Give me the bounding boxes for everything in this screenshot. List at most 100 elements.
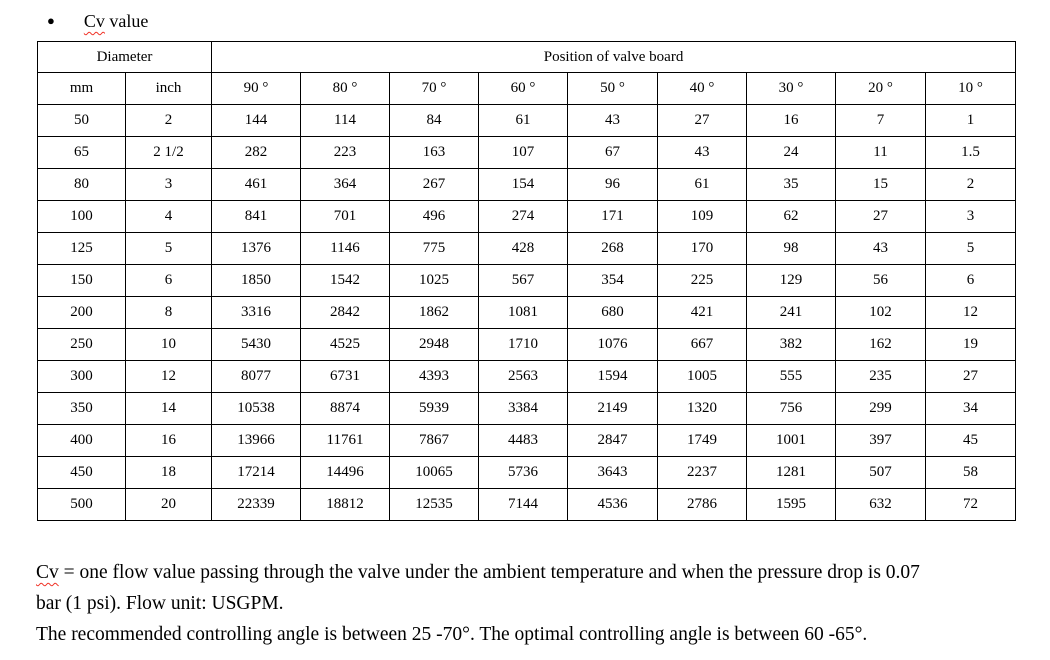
table-cell: 2 xyxy=(924,168,1017,201)
table-row: 400 16 13966 11761 7867 4483 2847 1749 1001 397 45 xyxy=(37,424,1017,457)
table-row: 250 10 5430 4525 2948 1710 1076 667 382 162 19 xyxy=(37,328,1017,361)
table-cell: 450 xyxy=(37,456,126,489)
subheader-cell: 20 ° xyxy=(835,72,926,105)
table-cell: 34 xyxy=(924,392,1017,425)
table-cell: 680 xyxy=(567,296,658,329)
table-row: 65 2 1/2 282 223 163 107 67 43 24 11 1.5 xyxy=(37,136,1017,169)
table-cell: 1862 xyxy=(389,296,479,329)
table-cell: 8874 xyxy=(300,392,390,425)
table-cell: 567 xyxy=(478,264,568,297)
table-cell: 35 xyxy=(746,168,836,201)
table-cell: 129 xyxy=(746,264,836,297)
table-cell: 350 xyxy=(37,392,126,425)
table-cell: 2786 xyxy=(657,488,747,521)
table-cell: 225 xyxy=(657,264,747,297)
table-cell: 2 1/2 xyxy=(125,136,212,169)
footer-definition: Cv = one flow value passing through the … xyxy=(36,557,1026,588)
table-cell: 1595 xyxy=(746,488,836,521)
table-cell: 14 xyxy=(125,392,212,425)
table-cell: 6 xyxy=(924,264,1017,297)
table-cell: 11 xyxy=(835,136,926,169)
table-cell: 461 xyxy=(211,168,301,201)
table-cell: 8 xyxy=(125,296,212,329)
table-cell: 382 xyxy=(746,328,836,361)
table-cell: 12 xyxy=(125,360,212,393)
section-title-rest: value xyxy=(104,11,149,31)
table-cell: 250 xyxy=(37,328,126,361)
table-cell: 3 xyxy=(125,168,212,201)
table-cell: 20 xyxy=(125,488,212,521)
table-cell: 1.5 xyxy=(924,136,1017,169)
table-cell: 2563 xyxy=(478,360,568,393)
subheader-cell: 50 ° xyxy=(567,72,658,105)
subheader-cell: 70 ° xyxy=(389,72,479,105)
footer-definition-line1: = one flow value passing through the val… xyxy=(58,562,920,583)
position-header-cell: Position of valve board xyxy=(210,41,1017,73)
table-cell: 162 xyxy=(835,328,926,361)
table-cell: 241 xyxy=(746,296,836,329)
subheader-cell: 80 ° xyxy=(300,72,390,105)
table-cell: 223 xyxy=(300,136,390,169)
table-cell: 1320 xyxy=(657,392,747,425)
cv-value-table: Diameter Position of valve board mm inch 9… xyxy=(37,41,1017,521)
table-cell: 507 xyxy=(835,456,926,489)
table-cell: 1076 xyxy=(567,328,658,361)
table-row: 100 4 841 701 496 274 171 109 62 27 3 xyxy=(37,200,1017,233)
table-cell: 24 xyxy=(746,136,836,169)
table-cell: 1594 xyxy=(567,360,658,393)
table-cell: 3316 xyxy=(211,296,301,329)
table-cell: 1 xyxy=(924,104,1017,137)
table-cell: 421 xyxy=(657,296,747,329)
table-cell: 12 xyxy=(924,296,1017,329)
table-cell: 200 xyxy=(37,296,126,329)
table-cell: 61 xyxy=(478,104,568,137)
table-cell: 15 xyxy=(835,168,926,201)
table-cell: 282 xyxy=(211,136,301,169)
table-cell: 102 xyxy=(835,296,926,329)
footer-definition-line2: bar (1 psi). Flow unit: USGPM. xyxy=(36,593,284,614)
table-cell: 274 xyxy=(478,200,568,233)
table-cell: 2237 xyxy=(657,456,747,489)
table-cell: 43 xyxy=(835,232,926,265)
table-cell: 27 xyxy=(657,104,747,137)
table-cell: 13966 xyxy=(211,424,301,457)
table-cell: 2948 xyxy=(389,328,479,361)
table-cell: 84 xyxy=(389,104,479,137)
table-cell: 109 xyxy=(657,200,747,233)
table-cell: 267 xyxy=(389,168,479,201)
table-cell: 1710 xyxy=(478,328,568,361)
table-cell: 4 xyxy=(125,200,212,233)
table-cell: 1281 xyxy=(746,456,836,489)
subheader-cell: 90 ° xyxy=(211,72,301,105)
table-cell: 555 xyxy=(746,360,836,393)
table-cell: 27 xyxy=(835,200,926,233)
table-cell: 163 xyxy=(389,136,479,169)
table-cell: 98 xyxy=(746,232,836,265)
table-cell: 428 xyxy=(478,232,568,265)
table-cell: 43 xyxy=(657,136,747,169)
table-cell: 5 xyxy=(924,232,1017,265)
subheader-cell: 40 ° xyxy=(657,72,747,105)
subheader-cell: 10 ° xyxy=(924,72,1017,105)
subheader-cell: inch xyxy=(125,72,212,105)
table-cell: 3 xyxy=(924,200,1017,233)
table-cell: 2847 xyxy=(567,424,658,457)
table-cell: 45 xyxy=(924,424,1017,457)
table-cell: 3384 xyxy=(478,392,568,425)
table-row: 500 20 22339 18812 12535 7144 4536 2786 1595 632 7… xyxy=(37,488,1017,521)
table-cell: 27 xyxy=(924,360,1017,393)
table-cell: 11761 xyxy=(300,424,390,457)
table-cell: 18812 xyxy=(300,488,390,521)
footer-notes: Cv = one flow value passing through the … xyxy=(36,557,1026,650)
table-row: 350 14 10538 8874 5939 3384 2149 1320 756 299 34 xyxy=(37,392,1017,425)
table-cell: 67 xyxy=(567,136,658,169)
table-cell: 4483 xyxy=(478,424,568,457)
table-cell: 400 xyxy=(37,424,126,457)
table-cell: 1025 xyxy=(389,264,479,297)
table-cell: 150 xyxy=(37,264,126,297)
table-row: 125 5 1376 1146 775 428 268 170 98 43 5 xyxy=(37,232,1017,265)
table-cell: 1850 xyxy=(211,264,301,297)
table-cell: 7144 xyxy=(478,488,568,521)
table-cell: 667 xyxy=(657,328,747,361)
table-cell: 16 xyxy=(125,424,212,457)
